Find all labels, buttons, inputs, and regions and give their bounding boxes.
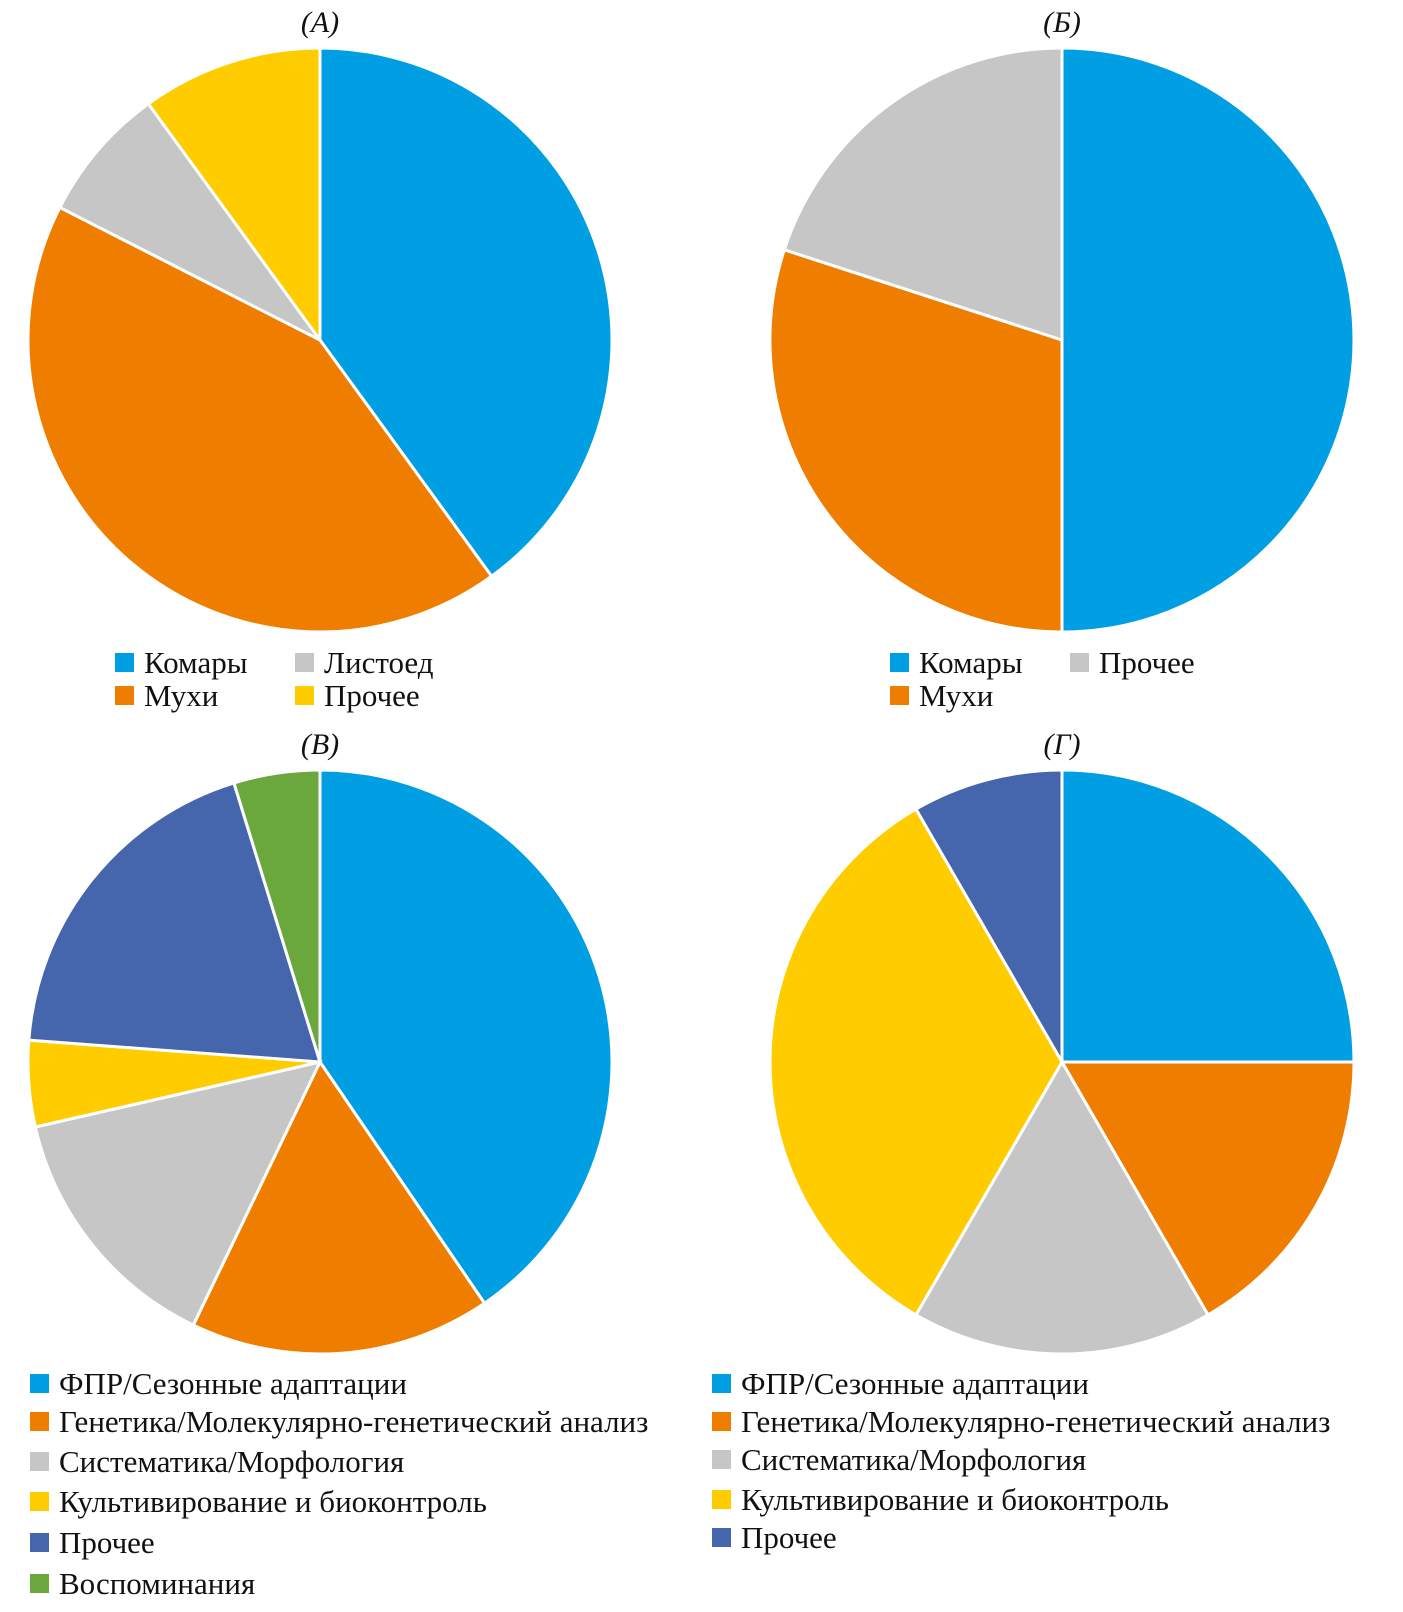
pie-slice <box>33 1059 323 1328</box>
legend-item: Прочее <box>712 1522 837 1553</box>
legend-swatch <box>712 1450 731 1469</box>
pie-slice <box>26 205 494 634</box>
legend-item: ФПР/Сезонные адаптации <box>30 1368 407 1399</box>
legend-item: Генетика/Молекулярно-генетический анализ <box>30 1406 648 1437</box>
legend-swatch <box>30 1452 49 1471</box>
legend-item: ФПР/Сезонные адаптации <box>712 1368 1089 1399</box>
legend-label: Комары <box>919 645 1023 680</box>
legend-label: Генетика/Молекулярно-генетический анализ <box>741 1404 1331 1439</box>
legend-label: ФПР/Сезонные адаптации <box>59 1366 407 1401</box>
legend-item: Генетика/Молекулярно-генетический анализ <box>712 1406 1330 1437</box>
legend-item: Мухи <box>115 680 218 711</box>
legend-item: Систематика/Морфология <box>30 1446 404 1477</box>
pie-slice <box>191 1059 487 1356</box>
legend-label: Прочее <box>59 1525 155 1560</box>
legend-item: Прочее <box>1070 647 1195 678</box>
legend-item: Систематика/Морфология <box>712 1444 1086 1475</box>
legend-swatch <box>30 1533 49 1552</box>
legend-label: ФПР/Сезонные адаптации <box>741 1366 1089 1401</box>
legend-swatch <box>890 653 909 672</box>
legend-swatch <box>712 1374 731 1393</box>
chart-title: (Г) <box>1043 728 1081 761</box>
legend-item: Прочее <box>295 680 420 711</box>
legend-label: Мухи <box>919 678 994 713</box>
legend-swatch <box>30 1374 49 1393</box>
pie-slice <box>913 768 1064 1068</box>
legend-swatch <box>1070 653 1089 672</box>
pie-slice <box>318 46 614 579</box>
chart-title: (А) <box>300 6 340 39</box>
legend-label: Прочее <box>324 678 420 713</box>
legend-label: Прочее <box>741 1520 837 1555</box>
pie-slice <box>1060 768 1356 1064</box>
chart-title: (Б) <box>1043 6 1081 39</box>
legend-label: Воспоминания <box>59 1566 256 1601</box>
legend-swatch <box>30 1574 49 1593</box>
legend-label: Генетика/Молекулярно-генетический анализ <box>59 1404 649 1439</box>
pie-slice <box>27 781 323 1064</box>
legend-swatch <box>30 1492 49 1511</box>
legend-swatch <box>712 1490 731 1509</box>
legend-item: Культивирование и биоконтроль <box>30 1486 487 1517</box>
legend-item: Культивирование и биоконтроль <box>712 1484 1169 1515</box>
legend-swatch <box>115 686 134 705</box>
legend-label: Мухи <box>144 678 219 713</box>
legend-item: Воспоминания <box>30 1568 255 1599</box>
pie-slice <box>768 247 1064 634</box>
legend-swatch <box>295 686 314 705</box>
legend-item: Комары <box>890 647 1023 678</box>
legend-item: Мухи <box>890 680 993 711</box>
legend-swatch <box>712 1528 731 1547</box>
pie-slice <box>146 46 322 345</box>
pie-slice <box>57 101 322 342</box>
legend-label: Культивирование и биоконтроль <box>741 1482 1169 1517</box>
legend-label: Прочее <box>1099 645 1195 680</box>
pie-slice <box>232 768 322 1063</box>
pie-slice <box>768 807 1064 1317</box>
legend-item: Листоед <box>295 647 434 678</box>
legend-swatch <box>30 1412 49 1431</box>
legend-label: Листоед <box>324 645 434 680</box>
legend-item: Комары <box>115 647 248 678</box>
legend-label: Комары <box>144 645 248 680</box>
legend-swatch <box>295 653 314 672</box>
pie-slice <box>318 768 614 1306</box>
legend-label: Систематика/Морфология <box>59 1444 405 1479</box>
chart-title: (В) <box>300 728 340 761</box>
legend-swatch <box>115 653 134 672</box>
legend-label: Систематика/Морфология <box>741 1442 1087 1477</box>
pie-slice <box>782 46 1064 343</box>
legend-item: Прочее <box>30 1527 155 1558</box>
pie-slice <box>913 1058 1211 1356</box>
legend-swatch <box>890 686 909 705</box>
pie-slice <box>1060 46 1356 634</box>
legend-label: Культивирование и биоконтроль <box>59 1484 487 1519</box>
legend-swatch <box>712 1412 731 1431</box>
pie-slice <box>1059 1060 1356 1317</box>
